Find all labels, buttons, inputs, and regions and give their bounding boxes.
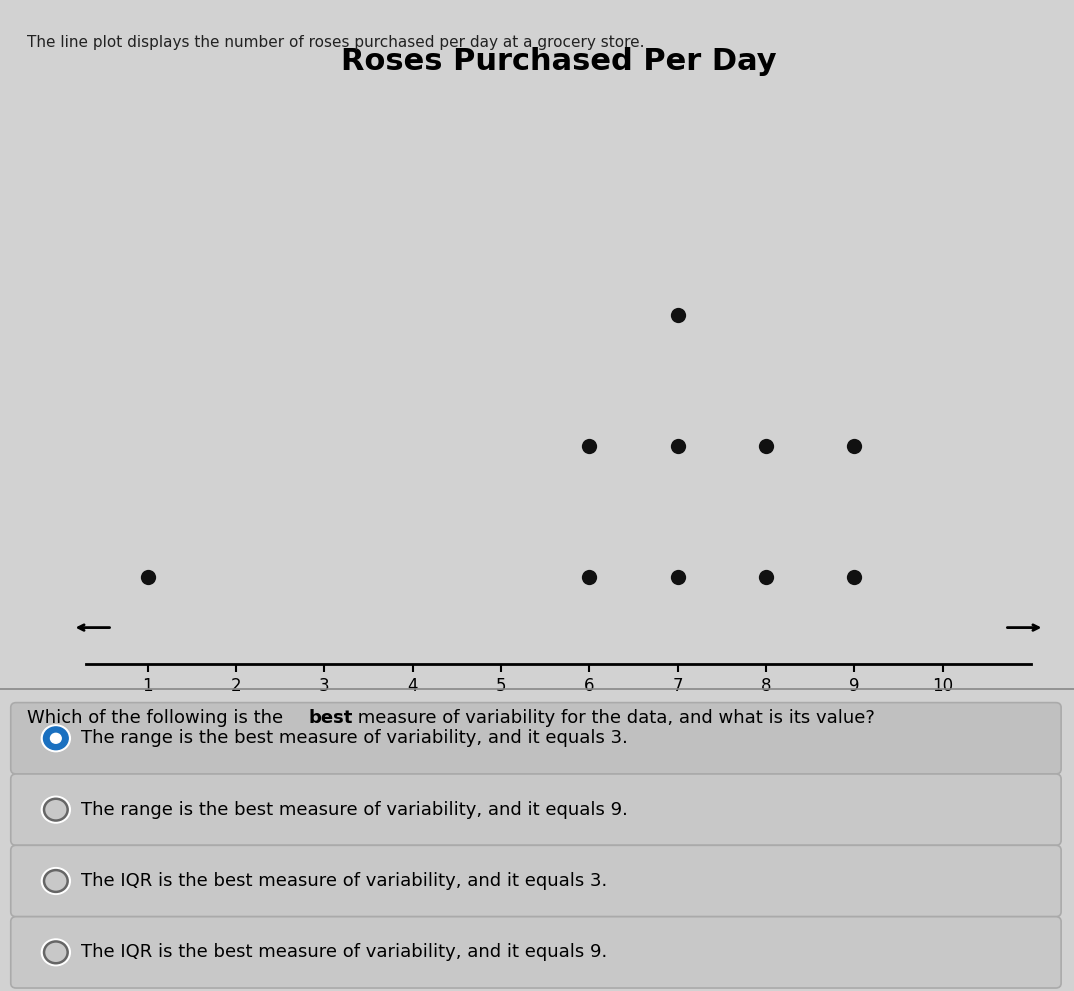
Text: measure of variability for the data, and what is its value?: measure of variability for the data, and… bbox=[351, 709, 874, 726]
Text: Which of the following is the: Which of the following is the bbox=[27, 709, 289, 726]
Title: Roses Purchased Per Day: Roses Purchased Per Day bbox=[340, 47, 777, 75]
X-axis label: Number of Rose Bouquets: Number of Rose Bouquets bbox=[415, 707, 702, 725]
Text: The line plot displays the number of roses purchased per day at a grocery store.: The line plot displays the number of ros… bbox=[27, 35, 644, 50]
Text: best: best bbox=[308, 709, 353, 726]
Text: The range is the best measure of variability, and it equals 9.: The range is the best measure of variabi… bbox=[81, 801, 627, 819]
Text: The IQR is the best measure of variability, and it equals 3.: The IQR is the best measure of variabili… bbox=[81, 872, 607, 890]
Text: The range is the best measure of variability, and it equals 3.: The range is the best measure of variabi… bbox=[81, 729, 627, 747]
Text: The IQR is the best measure of variability, and it equals 9.: The IQR is the best measure of variabili… bbox=[81, 943, 607, 961]
